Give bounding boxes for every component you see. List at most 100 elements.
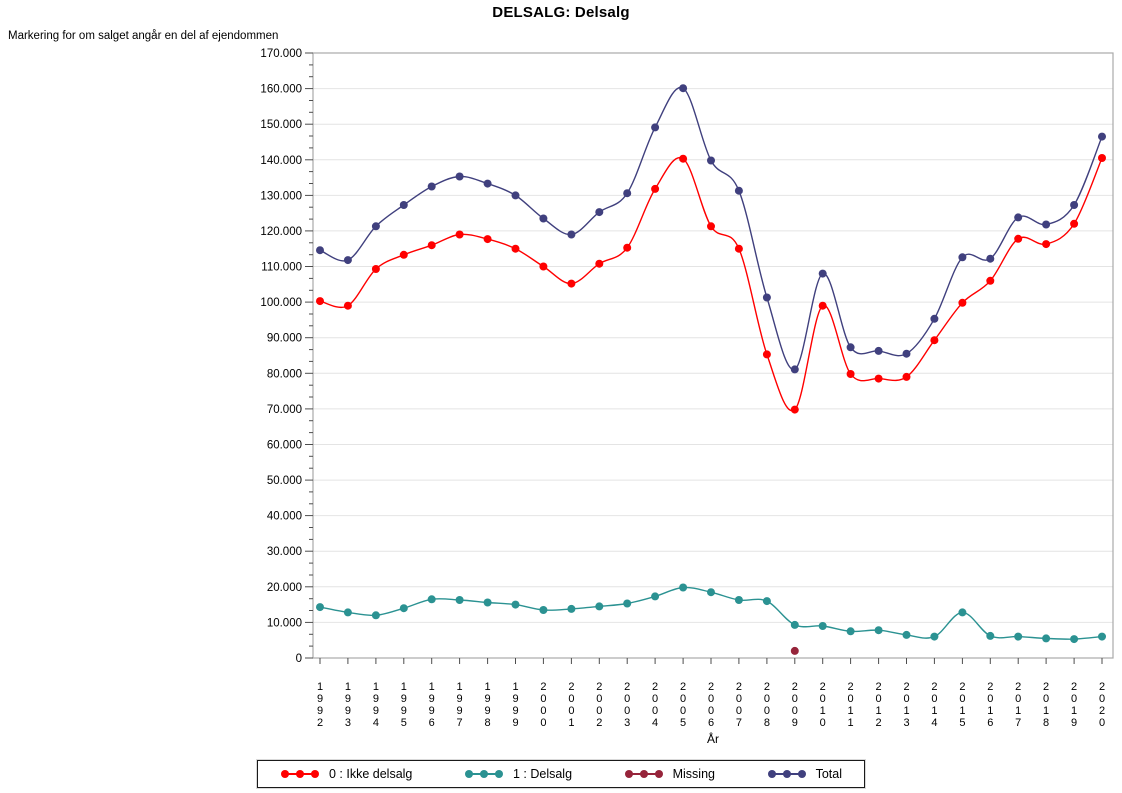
data-point-0-ikke-delsalg (427, 241, 436, 250)
data-point-total (902, 349, 911, 358)
data-point-0-ikke-delsalg (343, 301, 352, 310)
data-point-1-delsalg (399, 604, 408, 613)
data-point-total (595, 208, 604, 217)
data-point-0-ikke-delsalg (371, 265, 380, 273)
data-point-total (958, 253, 967, 262)
data-point-0-ikke-delsalg (679, 154, 688, 163)
y-tick-label: 0 (296, 653, 302, 665)
legend-item-1-delsalg: 1 : Delsalg (464, 767, 572, 781)
data-point-total (539, 214, 548, 223)
data-point-0-ikke-delsalg (651, 184, 660, 193)
data-point-1-delsalg (902, 630, 911, 639)
data-point-total (483, 179, 492, 188)
data-point-0-ikke-delsalg (567, 279, 576, 288)
data-point-0-ikke-delsalg (986, 276, 995, 285)
data-point-1-delsalg (874, 626, 883, 635)
legend-swatch-icon (281, 770, 319, 778)
data-point-total (762, 293, 771, 302)
legend-label: 1 : Delsalg (512, 767, 573, 781)
y-tick-label: 160.000 (260, 84, 302, 96)
data-point-total (818, 269, 827, 278)
data-point-0-ikke-delsalg (818, 301, 827, 310)
data-point-1-delsalg (734, 596, 743, 604)
data-point-0-ikke-delsalg (539, 262, 548, 271)
data-point-1-delsalg (846, 627, 855, 636)
data-point-0-ikke-delsalg (511, 244, 520, 253)
y-tick-label: 130.000 (260, 190, 302, 202)
data-point-total (623, 189, 632, 198)
y-tick-label: 20.000 (267, 582, 302, 594)
data-point-1-delsalg (1098, 632, 1106, 641)
x-axis-label: År (707, 732, 719, 746)
legend-swatch-icon (767, 770, 806, 778)
legend: 0 : Ikke delsalg 1 : Delsalg Missing Total (257, 760, 865, 788)
data-point-0-ikke-delsalg (958, 298, 967, 307)
data-point-0-ikke-delsalg (902, 372, 911, 381)
y-tick-label: 10.000 (267, 617, 302, 629)
data-point-missing (790, 646, 799, 655)
legend-label: Total (815, 767, 842, 781)
y-tick-label: 50.000 (267, 475, 302, 487)
data-point-0-ikke-delsalg (1070, 219, 1079, 228)
data-point-total (371, 222, 380, 231)
data-point-total (707, 156, 715, 165)
data-point-total (874, 346, 883, 355)
data-point-1-delsalg (623, 599, 632, 608)
data-point-0-ikke-delsalg (762, 350, 771, 359)
y-tick-label: 100.000 (260, 297, 302, 309)
data-point-total (1014, 213, 1023, 222)
y-tick-label: 110.000 (261, 262, 302, 274)
data-point-total (790, 365, 799, 374)
legend-item-total: Total (767, 767, 842, 781)
data-point-total (651, 123, 660, 132)
data-point-total (679, 84, 688, 93)
data-point-1-delsalg (707, 588, 715, 597)
data-point-1-delsalg (539, 606, 548, 614)
data-point-1-delsalg (371, 611, 380, 620)
data-point-0-ikke-delsalg (930, 336, 939, 345)
y-tick-label: 170.000 (260, 48, 302, 60)
data-point-1-delsalg (1070, 635, 1079, 644)
y-tick-label: 150.000 (260, 119, 302, 131)
y-tick-label: 60.000 (267, 440, 302, 452)
y-tick-label: 90.000 (267, 333, 302, 345)
data-point-0-ikke-delsalg (1014, 234, 1023, 243)
data-point-1-delsalg (930, 632, 939, 641)
data-point-1-delsalg (651, 592, 660, 601)
data-point-0-ikke-delsalg (846, 370, 855, 378)
data-point-1-delsalg (1042, 634, 1051, 643)
y-tick-label: 140.000 (260, 155, 302, 167)
data-point-0-ikke-delsalg (874, 374, 883, 383)
y-tick-label: 80.000 (267, 368, 302, 380)
data-point-0-ikke-delsalg (595, 259, 604, 268)
y-tick-label: 30.000 (267, 546, 302, 558)
data-point-1-delsalg (986, 631, 995, 640)
data-point-1-delsalg (567, 604, 576, 613)
y-tick-label: 120.000 (260, 226, 302, 238)
y-axis-label: Markering for om salget angår en del af … (8, 30, 279, 42)
data-point-total (399, 201, 408, 209)
legend-label: 0 : Ikke delsalg (329, 767, 413, 781)
data-point-1-delsalg (511, 600, 520, 609)
data-point-total (455, 172, 464, 181)
data-point-0-ikke-delsalg (623, 243, 632, 252)
data-point-1-delsalg (958, 608, 967, 617)
